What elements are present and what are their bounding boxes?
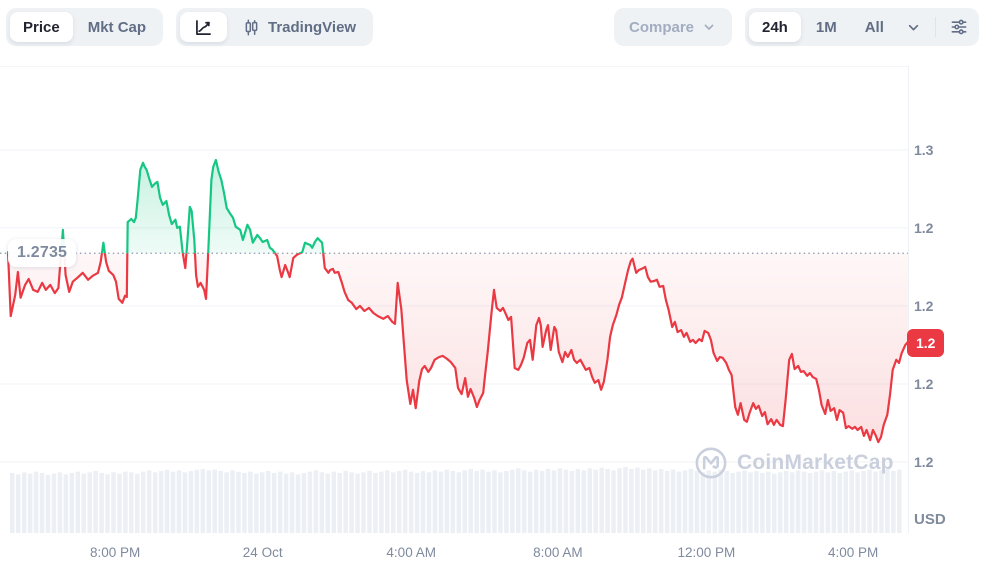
x-axis-tick-label: 8:00 AM (533, 545, 583, 560)
time-range-selector: 24h 1M All (745, 8, 979, 46)
range-24h-tab[interactable]: 24h (749, 12, 801, 42)
x-axis-tick-label: 12:00 PM (677, 545, 736, 560)
market-cap-tab[interactable]: Mkt Cap (75, 12, 159, 42)
price-tab[interactable]: Price (10, 12, 73, 42)
x-axis-tick-label: 8:00 PM (89, 545, 141, 560)
chart-type-toggle: TradingView (176, 8, 374, 46)
x-axis-tick-label: 4:00 PM (827, 545, 879, 560)
current-price-badge: 1.2 (907, 329, 945, 357)
line-chart-button[interactable] (180, 12, 227, 42)
price-chart-plot[interactable] (0, 0, 910, 579)
candlestick-icon (242, 17, 261, 38)
metric-toggle: Price Mkt Cap (6, 8, 164, 46)
compare-label: Compare (629, 18, 695, 36)
y-axis-tick-label: 1.2 (914, 219, 934, 236)
tradingview-button[interactable]: TradingView (229, 12, 369, 42)
range-more-button[interactable] (899, 12, 928, 42)
x-axis-tick-label: 4:00 AM (386, 545, 436, 560)
y-axis-tick-label: 1.3 (914, 141, 934, 158)
chevron-down-icon (905, 19, 922, 36)
chart-toolbar: Price Mkt Cap (0, 0, 994, 58)
x-axis-tick-label: 24 Oct (242, 545, 283, 560)
y-axis-tick-label: 1.2 (914, 453, 934, 470)
line-chart-icon (193, 17, 214, 38)
toolbar-divider (934, 17, 936, 37)
compare-button[interactable]: Compare (614, 8, 733, 46)
y-axis-tick-label: 1.2 (914, 375, 934, 392)
y-axis-tick-label: 1.2 (914, 297, 934, 314)
range-1m-tab[interactable]: 1M (803, 12, 850, 42)
baseline-price-label: 1.2735 (8, 239, 77, 268)
sliders-icon (949, 17, 969, 37)
tradingview-label: TradingView (268, 18, 357, 36)
chart-settings-button[interactable] (943, 12, 975, 42)
y-axis-unit-label: USD (914, 511, 946, 528)
chevron-down-icon (701, 19, 717, 35)
range-all-tab[interactable]: All (852, 12, 897, 42)
